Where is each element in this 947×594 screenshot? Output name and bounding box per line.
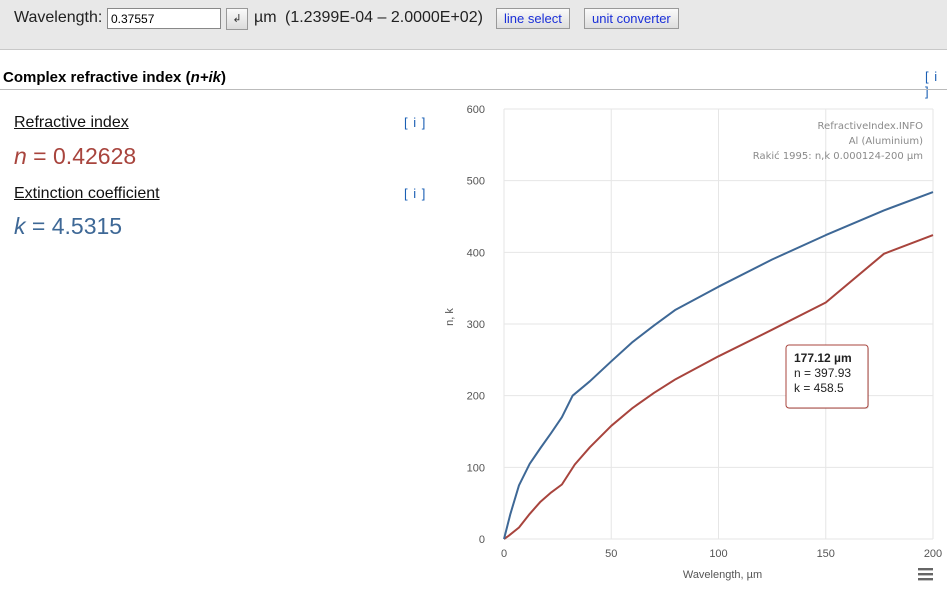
hamburger-bar [918,568,933,571]
nk-chart[interactable]: 0 50 100 150 200 0 100 200 300 400 500 600 Wavelengt… [440,98,947,592]
hamburger-bar [918,578,933,581]
x-tick-label: 50 [605,548,617,560]
n-equals: = [26,143,54,169]
wavelength-label: Wavelength: [14,9,103,26]
section-title-formula: n+ik [190,69,222,86]
hamburger-bar [918,573,933,576]
y-tick-label: 500 [467,176,485,188]
wavelength-range: (1.2399E-04 – 2.0000E+02) [285,9,483,26]
x-tick-label: 100 [709,548,727,560]
section-title-prefix: Complex refractive index ( [3,69,191,86]
tooltip-box [785,344,869,409]
y-tick-label: 600 [467,104,485,116]
toolbar: Wavelength: ↲ µm (1.2399E-04 – 2.0000E+0… [0,0,947,50]
k-symbol: k [14,213,26,239]
y-tick-label: 200 [467,391,485,403]
chart-tooltip: 177.12 µmn = 397.93k = 458.5 [785,344,869,409]
wavelength-input[interactable] [107,8,221,29]
series-line-k[interactable] [503,191,934,540]
tooltip-n-line: n = 397.93 [794,366,851,380]
y-tick-label: 400 [467,247,485,259]
n-symbol: n [14,143,27,169]
chart-credit-line: Al (Aluminium) [849,136,923,147]
extinction-coefficient-info-link[interactable]: [ i ] [404,186,427,201]
n-number: 0.42628 [53,143,137,169]
section-info-link[interactable]: [ i ] [925,69,939,99]
y-axis-title: n, k [444,308,456,326]
y-tick-label: 300 [467,319,485,331]
unit-converter-button[interactable]: unit converter [584,8,679,29]
section-divider [0,89,947,90]
section-title-suffix: ) [221,69,227,86]
x-tick-label: 200 [924,548,942,560]
tooltip-k-line: k = 458.5 [794,381,844,395]
x-tick-label: 0 [501,548,507,560]
y-tick-label: 100 [467,462,485,474]
x-tick-label: 150 [817,548,835,560]
k-equals: = [25,213,52,239]
extinction-coefficient-label[interactable]: Extinction coefficient [14,185,160,202]
chart-series [503,191,934,540]
enter-icon[interactable]: ↲ [226,8,248,30]
tooltip-header: 177.12 µm [794,351,852,365]
line-select-button[interactable]: line select [496,8,570,29]
hamburger-icon[interactable] [918,568,933,581]
refractive-index-info-link[interactable]: [ i ] [404,115,427,130]
refractive-index-label[interactable]: Refractive index [14,114,129,131]
k-number: 4.5315 [51,213,123,239]
series-line-n[interactable] [503,234,934,540]
x-axis-title: Wavelength, µm [683,569,762,581]
chart-axes: 0 50 100 150 200 0 100 200 300 400 500 600 Wavelengt… [444,104,942,581]
chart-credits: RefractiveIndex.INFO Al (Aluminium) Rakić … [753,121,923,162]
extinction-coefficient-value: k = 4.5315 [14,213,122,240]
chart-credit-line: RefractiveIndex.INFO [818,121,924,132]
chart-grid [503,108,934,540]
wavelength-unit: µm [254,9,277,26]
section-title: Complex refractive index (n+ik) [3,69,226,86]
refractive-index-value: n = 0.42628 [14,143,136,170]
chart-credit-line: Rakić 1995: n,k 0.000124-200 µm [753,150,923,162]
y-tick-label: 0 [479,534,485,546]
